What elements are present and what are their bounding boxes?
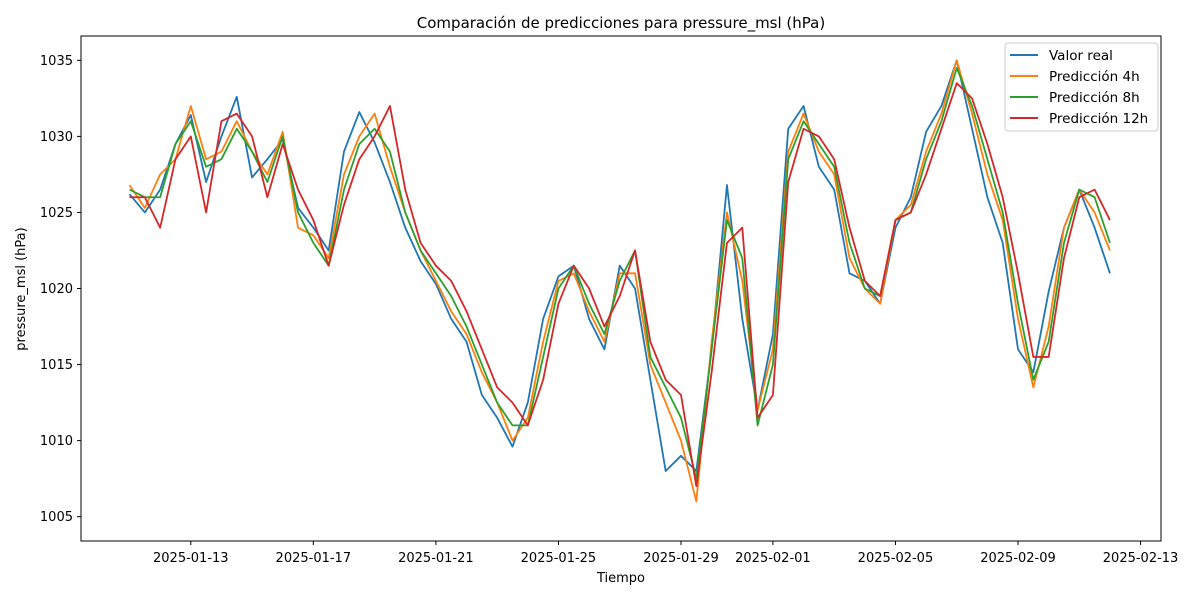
legend-box xyxy=(1004,42,1159,132)
legend: Valor real Predicción 4h Predicción 8h Pred… xyxy=(1004,42,1159,132)
legend-label: Valor real xyxy=(1049,48,1113,64)
chart-title: Comparación de predicciones para pressur… xyxy=(417,14,825,33)
series-line-3 xyxy=(129,82,1111,488)
y-axis: 1005 1010 1015 1020 1025 1030 1035 xyxy=(40,54,81,525)
x-tick-label: 2025-01-21 xyxy=(398,551,474,566)
x-tick-label: 2025-01-17 xyxy=(276,551,352,566)
series-lines xyxy=(128,59,1111,503)
y-tick-label: 1010 xyxy=(40,434,73,449)
y-tick-label: 1030 xyxy=(40,130,73,145)
series-line-1 xyxy=(128,59,1111,503)
series-line-2 xyxy=(129,67,1111,480)
legend-label: Predicción 12h xyxy=(1049,111,1148,127)
x-tick-label: 2025-01-25 xyxy=(521,551,597,566)
y-tick-label: 1025 xyxy=(40,206,73,221)
x-tick-label: 2025-02-01 xyxy=(735,551,811,566)
x-tick-label: 2025-02-05 xyxy=(858,551,934,566)
y-axis-label: pressure_msl (hPa) xyxy=(14,227,29,350)
y-tick-label: 1005 xyxy=(40,510,73,525)
x-axis: 2025-01-13 2025-01-17 2025-01-21 2025-01-25… xyxy=(153,541,1178,566)
y-tick-label: 1020 xyxy=(40,282,73,297)
x-tick-label: 2025-01-13 xyxy=(153,551,229,566)
y-tick-label: 1015 xyxy=(40,358,73,373)
y-tick-label: 1035 xyxy=(40,54,73,69)
x-tick-label: 2025-02-13 xyxy=(1103,551,1179,566)
legend-label: Predicción 8h xyxy=(1049,90,1140,106)
x-tick-label: 2025-02-09 xyxy=(980,551,1056,566)
x-tick-label: 2025-01-29 xyxy=(643,551,719,566)
x-axis-label: Tiempo xyxy=(596,571,645,586)
legend-label: Predicción 4h xyxy=(1049,69,1140,85)
